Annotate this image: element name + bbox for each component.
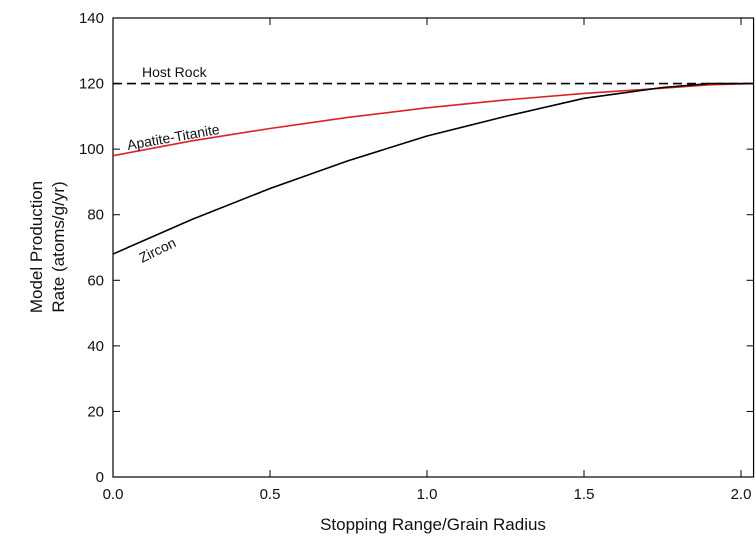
y-tick-label: 60 bbox=[87, 272, 104, 289]
line-series bbox=[112, 82, 754, 157]
y-tick-label: 120 bbox=[79, 76, 104, 93]
y-tick-label: 20 bbox=[87, 403, 104, 420]
x-axis-label: Stopping Range/Grain Radius bbox=[320, 515, 546, 534]
x-tick-label: 2.0 bbox=[731, 486, 752, 503]
plot-frame bbox=[112, 17, 755, 478]
series-label: Apatite-Titanite bbox=[126, 121, 221, 153]
x-tick-label: 0.5 bbox=[260, 486, 281, 503]
series-label: Host Rock bbox=[142, 64, 208, 80]
line-series bbox=[112, 82, 754, 255]
y-axis-label: Model Production bbox=[27, 181, 46, 313]
y-tick-label: 40 bbox=[87, 338, 104, 355]
y-tick-label: 0 bbox=[96, 469, 104, 486]
y-tick-label: 80 bbox=[87, 207, 104, 224]
y-tick-label: 140 bbox=[79, 10, 104, 27]
series-label: Zircon bbox=[136, 234, 178, 265]
y-tick-label: 100 bbox=[79, 141, 104, 158]
x-tick-label: 1.0 bbox=[417, 486, 438, 503]
x-tick-label: 1.5 bbox=[574, 486, 595, 503]
y-axis-label: Rate (atoms/g/yr) bbox=[49, 181, 68, 312]
x-tick-label: 0.0 bbox=[103, 486, 124, 503]
